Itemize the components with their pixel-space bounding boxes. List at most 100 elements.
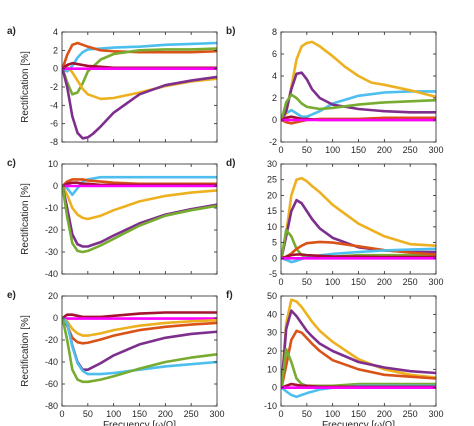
y-tick-label: 25 [267,175,277,185]
panel-a: -8 -6 -4 -2 0 2 4 a) Rectification [%] [7,26,218,147]
y-tick-label: -60 [45,379,58,389]
y-tick-label: -20 [45,335,58,345]
y-axis-label: Rectification [%] [20,183,31,255]
y-axis-label: Rectification [%] [20,51,31,123]
series-line-orange [62,41,217,70]
series-line-purple [281,71,436,122]
y-tick-label: -30 [45,247,58,257]
y-tick-label: 10 [267,364,277,374]
panel-c-series [62,175,217,254]
series-line-yellow [281,298,436,389]
panel-d-series [281,176,436,264]
series-line-yellow [62,316,217,337]
y-tick-label: 30 [267,159,277,169]
y-tick-label: 8 [272,27,277,37]
y-tick-label: -10 [264,401,277,411]
x-tick-label: 200 [377,145,392,155]
x-tick-label: 150 [351,145,366,155]
x-tick-label: 150 [351,277,366,287]
series-line-blue [62,316,217,376]
y-tick-label: -2 [269,137,277,147]
x-tick-label: 250 [403,145,418,155]
series-line-yellow [281,40,436,122]
panel-f-series [281,298,436,399]
series-line-purple [62,184,217,248]
x-tick-label: 50 [83,409,93,419]
y-tick-label: 0 [272,115,277,125]
y-tick-label: 0 [53,64,58,74]
series-line-green [62,316,217,384]
x-tick-label: 250 [403,409,418,419]
panel-a-series [62,41,217,140]
x-axis-label: Frecuency [ω/Ω] [322,420,395,426]
panel-b-series [281,40,436,125]
x-tick-label: 100 [325,145,340,155]
x-tick-label: 250 [184,409,199,419]
y-tick-label: -2 [50,82,58,92]
y-tick-label: -8 [50,137,58,147]
series-line-blue [281,90,436,122]
y-tick-label: 0 [272,383,277,393]
panel-label: d) [226,158,235,169]
y-axis-label: Rectification [%] [20,315,31,387]
x-tick-label: 50 [302,277,312,287]
series-line-green [62,47,217,96]
x-tick-label: 300 [428,277,443,287]
series-line-orange [281,329,436,389]
y-tick-label: -5 [269,269,277,279]
y-tick-label: 2 [272,93,277,103]
y-tick-label: 20 [267,346,277,356]
y-tick-label: 50 [267,291,277,301]
series-line-yellow [62,184,217,221]
y-tick-label: -10 [45,203,58,213]
panel-e-series [62,311,217,384]
series-line-green [62,184,217,254]
series-line-blue [62,175,217,197]
panel-label: b) [226,26,235,37]
x-tick-label: 250 [403,277,418,287]
panel-label: e) [7,290,16,301]
x-tick-label: 200 [377,409,392,419]
x-tick-label: 150 [132,409,147,419]
x-tick-label: 0 [278,277,283,287]
y-tick-label: -20 [45,225,58,235]
x-tick-label: 300 [209,409,224,419]
y-tick-label: 2 [53,45,58,55]
panel-label: f) [226,290,233,301]
x-tick-label: 200 [377,277,392,287]
panel-label: c) [7,158,16,169]
x-tick-label: 150 [351,409,366,419]
y-tick-label: -40 [45,357,58,367]
x-tick-label: 50 [302,409,312,419]
x-tick-label: 100 [106,409,121,419]
series-line-green [281,93,436,122]
series-line-purple [281,309,436,389]
y-tick-label: 10 [267,222,277,232]
x-tick-label: 100 [325,409,340,419]
x-tick-label: 300 [428,145,443,155]
series-line-red [62,311,217,320]
series-line-orange [62,316,217,345]
panel-e: 0 50 100 150 200 250 300 -80 -60 -40 -20 0 20 e) Recti… [7,290,225,426]
y-tick-label: -80 [45,401,58,411]
x-tick-label: 0 [278,409,283,419]
y-tick-label: 0 [53,313,58,323]
y-tick-label: 4 [53,27,58,37]
y-tick-label: -40 [45,269,58,279]
panel-c: -40 -30 -20 -10 0 10 c) Rectification [%] [7,158,218,279]
y-tick-label: 0 [53,181,58,191]
y-tick-label: 40 [267,309,277,319]
x-tick-label: 200 [158,409,173,419]
y-tick-label: 30 [267,328,277,338]
y-tick-label: 4 [272,71,277,81]
x-axis-label: Frecuency [ω/Ω] [103,420,176,426]
y-tick-label: -4 [50,100,58,110]
x-tick-label: 0 [59,409,64,419]
y-tick-label: 6 [272,49,277,59]
series-line-yellow [281,176,436,260]
y-tick-label: 20 [48,291,58,301]
x-tick-label: 0 [278,145,283,155]
